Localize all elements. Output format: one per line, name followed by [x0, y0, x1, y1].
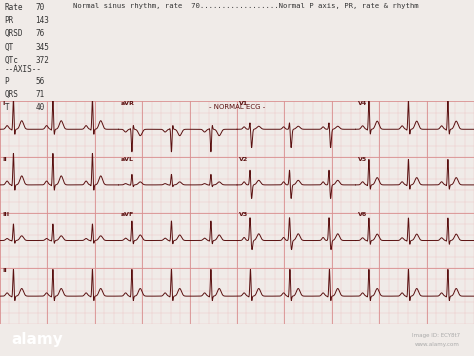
Text: 345: 345: [36, 43, 49, 52]
Text: 372: 372: [36, 56, 49, 65]
Text: 76: 76: [36, 30, 45, 38]
Text: Rate: Rate: [5, 3, 23, 12]
Text: - NORMAL ECG -: - NORMAL ECG -: [209, 104, 265, 110]
Text: alamy: alamy: [12, 333, 64, 347]
Text: V2: V2: [239, 157, 249, 162]
Text: QRS: QRS: [5, 90, 18, 99]
Text: QT: QT: [5, 43, 14, 52]
Text: 70: 70: [36, 3, 45, 12]
Text: www.alamy.com: www.alamy.com: [415, 342, 460, 347]
Text: V6: V6: [358, 212, 367, 217]
Text: II: II: [2, 157, 7, 162]
Text: III: III: [2, 212, 9, 217]
Text: 40: 40: [36, 104, 45, 112]
Text: 143: 143: [36, 16, 49, 25]
Text: aVR: aVR: [121, 101, 135, 106]
Text: V4: V4: [358, 101, 367, 106]
Text: aVF: aVF: [121, 212, 134, 217]
Text: V5: V5: [358, 157, 367, 162]
Text: --AXIS--: --AXIS--: [5, 65, 42, 74]
Text: PR: PR: [5, 16, 14, 25]
Text: I: I: [2, 101, 5, 106]
Text: Image ID: ECY8t7: Image ID: ECY8t7: [411, 333, 460, 338]
Text: 56: 56: [36, 77, 45, 86]
Text: II: II: [2, 268, 7, 273]
Text: QRSD: QRSD: [5, 30, 23, 38]
Text: Normal sinus rhythm, rate  70..................Normal P axis, PR, rate & rhythm: Normal sinus rhythm, rate 70............…: [73, 3, 419, 9]
Text: P: P: [5, 77, 9, 86]
Text: T: T: [5, 104, 9, 112]
Text: QTc: QTc: [5, 56, 18, 65]
Text: aVL: aVL: [121, 157, 134, 162]
Text: V1: V1: [239, 101, 249, 106]
Text: 71: 71: [36, 90, 45, 99]
Text: V3: V3: [239, 212, 249, 217]
